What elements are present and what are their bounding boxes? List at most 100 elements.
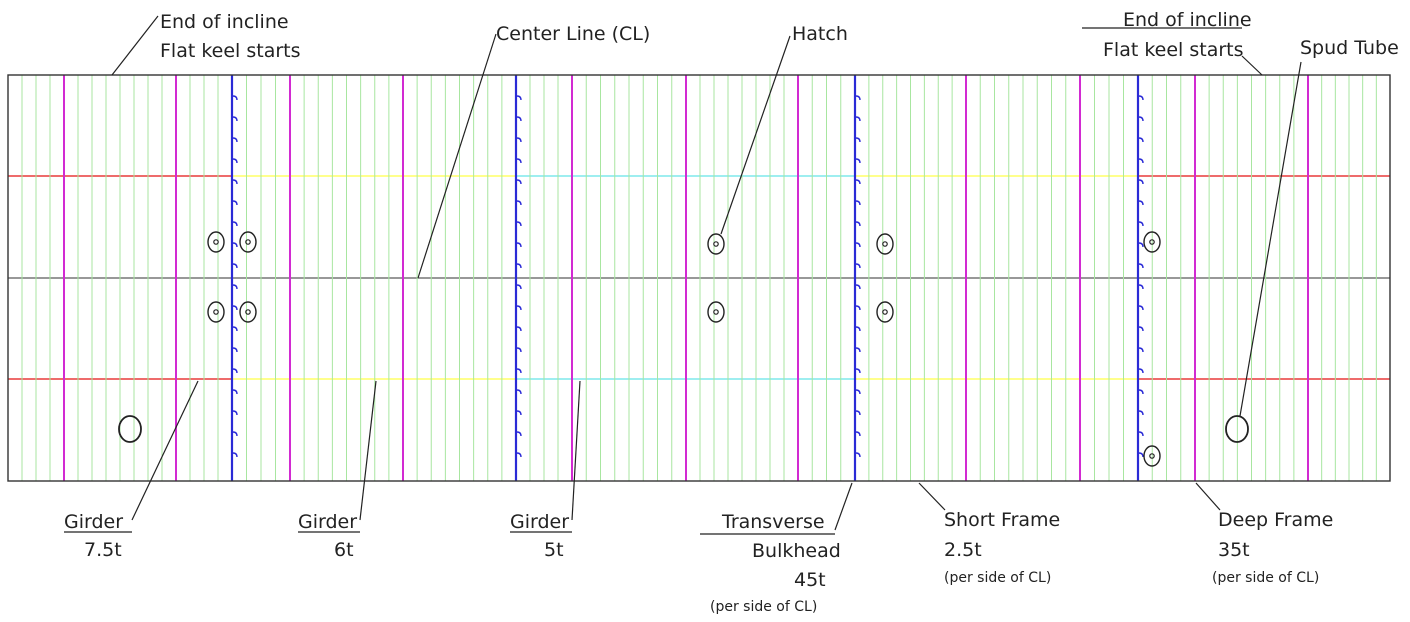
stiffener-2 [233,117,237,121]
leader-girder-1 [132,381,198,520]
stiffener-14 [233,369,237,373]
stiffener-66 [1139,327,1143,331]
stiffener-18 [233,453,237,457]
bulkhead-stiffeners [233,96,1143,457]
stiffener-12 [233,327,237,331]
girder-2-weight: 6t [334,539,354,561]
stiffener-50 [856,369,860,373]
stiffener-5 [233,180,237,184]
stiffener-39 [856,138,860,142]
stiffener-53 [856,432,860,436]
hatch-icon [208,232,224,252]
deep-frame-weight: 35t [1218,539,1250,561]
stiffener-51 [856,390,860,394]
stiffener-71 [1139,432,1143,436]
bulkhead-weight: 45t [794,569,826,591]
stiffener-45 [856,264,860,268]
hatch-icon [240,302,256,322]
stiffener-55 [1139,96,1143,100]
stiffener-63 [1139,264,1143,268]
leader-spud-tube [1240,62,1301,416]
stiffener-41 [856,180,860,184]
stiffener-30 [517,327,521,331]
stiffener-1 [233,96,237,100]
stiffener-61 [1139,222,1143,226]
short-frame-weight: 2.5t [944,539,982,561]
stiffener-67 [1139,348,1143,352]
stiffener-20 [517,117,521,121]
stiffener-72 [1139,453,1143,457]
stiffener-47 [856,306,860,310]
stiffener-6 [233,201,237,205]
stiffener-52 [856,411,860,415]
stiffener-15 [233,390,237,394]
stiffener-13 [233,348,237,352]
leader-girder-3 [572,381,580,520]
girder-1-weight: 7.5t [84,539,122,561]
leader-girder-2 [360,381,376,520]
leader-short-frame [919,483,945,510]
stiffener-31 [517,348,521,352]
spud-tube-label: Spud Tube [1300,37,1399,59]
deep-frame-name: Deep Frame [1218,509,1333,531]
spud-tube-icon [119,416,141,442]
hatch-icon [877,234,893,254]
short-frame-note: (per side of CL) [944,570,1051,586]
hatch-label: Hatch [792,23,848,45]
stiffener-17 [233,432,237,436]
hatches [208,232,1160,466]
stiffener-22 [517,159,521,163]
stiffener-24 [517,201,521,205]
center-line-label: Center Line (CL) [496,23,650,45]
stiffener-58 [1139,159,1143,163]
stiffener-44 [856,243,860,247]
stiffener-65 [1139,306,1143,310]
leader-center-line [418,34,496,278]
deep-frame-note: (per side of CL) [1212,570,1319,586]
stiffener-37 [856,96,860,100]
stiffener-33 [517,390,521,394]
stiffener-26 [517,243,521,247]
bottom-labels: Girder 7.5t Girder 6t Girder 5t Transver… [64,509,1333,615]
stiffener-54 [856,453,860,457]
leader-incline-left [112,16,158,75]
stiffener-8 [233,243,237,247]
bulkhead-line1: Transverse [721,511,825,533]
stiffener-10 [233,285,237,289]
stiffener-9 [233,264,237,268]
incline-right-line2: Flat keel starts [1103,39,1244,61]
short-frame-name: Short Frame [944,509,1060,531]
stiffener-11 [233,306,237,310]
top-labels: End of incline Flat keel starts Center L… [160,9,1399,62]
stiffener-3 [233,138,237,142]
hatch-icon [877,302,893,322]
stiffener-23 [517,180,521,184]
stiffener-7 [233,222,237,226]
stiffener-35 [517,432,521,436]
stiffener-29 [517,306,521,310]
stiffener-40 [856,159,860,163]
hatch-icon [208,302,224,322]
stiffener-21 [517,138,521,142]
girder-1-name: Girder [64,511,123,533]
stiffener-49 [856,348,860,352]
stiffener-64 [1139,285,1143,289]
stiffener-43 [856,222,860,226]
stiffener-16 [233,411,237,415]
stiffener-38 [856,117,860,121]
stiffener-59 [1139,180,1143,184]
incline-left-line2: Flat keel starts [160,40,301,62]
stiffener-34 [517,411,521,415]
stiffener-69 [1139,390,1143,394]
leader-deep-frame [1196,483,1220,510]
bulkhead-line2: Bulkhead [752,540,841,562]
stiffener-19 [517,96,521,100]
leader-bulkhead [835,483,852,530]
stiffener-42 [856,201,860,205]
stiffener-60 [1139,201,1143,205]
bulkhead-note: (per side of CL) [710,599,817,615]
stiffener-62 [1139,243,1143,247]
girder-3-name: Girder [510,511,569,533]
stiffener-46 [856,285,860,289]
